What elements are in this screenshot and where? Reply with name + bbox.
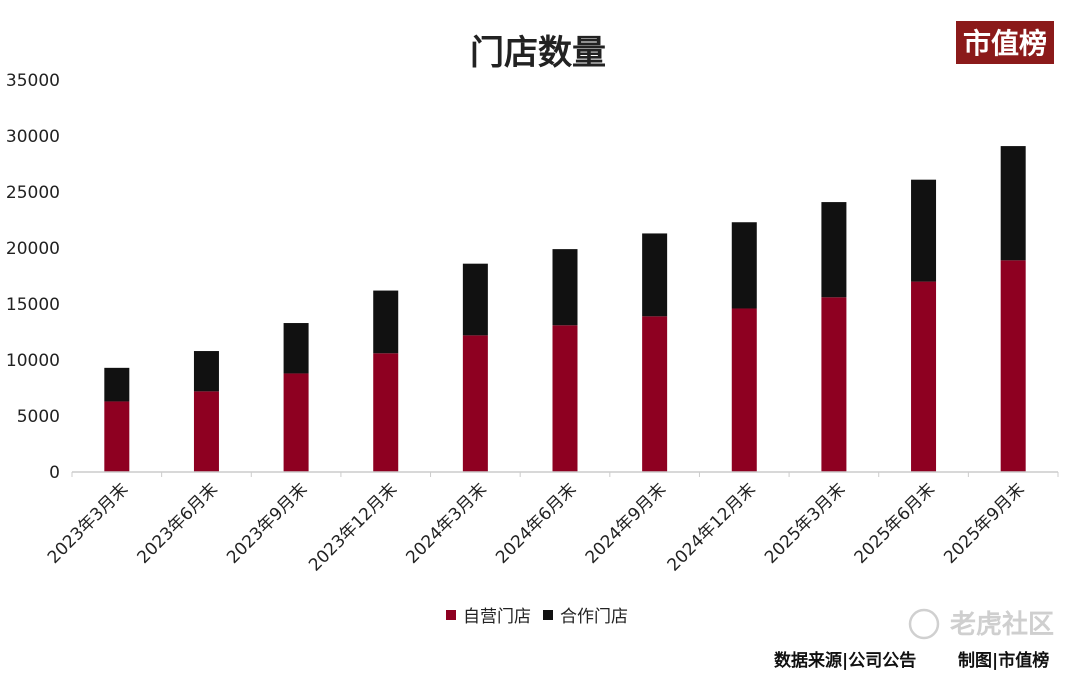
bar-self-operated-6 [552, 325, 578, 472]
legend: 自营门店 合作门店 [446, 607, 628, 627]
legend-swatch-2 [543, 610, 553, 620]
bars [104, 146, 1026, 472]
x-tick-label: 2024年3月末 [402, 479, 490, 567]
logo: 市值榜 [956, 21, 1054, 64]
x-tick-label: 2023年9月末 [223, 479, 311, 567]
watermark: 老虎社区 [908, 608, 1054, 640]
x-tick-label: 2023年12月末 [305, 479, 401, 575]
logo-text: 市值榜 [963, 27, 1047, 60]
bar-self-operated-3 [283, 373, 309, 472]
x-tick-label: 2025年3月末 [761, 479, 849, 567]
x-tick-label: 2024年9月末 [582, 479, 670, 567]
y-tick-label: 5000 [17, 407, 60, 427]
x-tick-label: 2024年12月末 [664, 479, 760, 575]
bar-partner-10 [911, 179, 937, 282]
chart-title: 门店数量 [470, 33, 606, 73]
bar-partner-1 [104, 367, 130, 402]
y-tick-label: 15000 [6, 295, 60, 315]
x-tick-label: 2023年6月末 [134, 479, 222, 567]
bar-self-operated-5 [462, 335, 488, 472]
bar-partner-7 [642, 233, 668, 317]
legend-label-2: 合作门店 [560, 607, 628, 627]
bar-self-operated-8 [731, 308, 757, 472]
bar-partner-2 [193, 351, 219, 392]
made-by-text: 制图|市值榜 [958, 650, 1049, 671]
bar-partner-5 [462, 263, 488, 336]
y-tick-label: 10000 [6, 351, 60, 371]
y-axis: 0 5000 10000 15000 20000 25000 30000 35000 [6, 71, 60, 483]
legend-swatch-1 [446, 610, 456, 620]
y-tick-label: 20000 [6, 239, 60, 259]
bar-self-operated-11 [1000, 260, 1026, 472]
x-tick-label: 2024年6月末 [492, 479, 580, 567]
bar-self-operated-1 [104, 401, 130, 472]
x-tick-label: 2025年9月末 [940, 479, 1028, 567]
watermark-text: 老虎社区 [950, 609, 1054, 640]
bar-partner-4 [373, 290, 399, 354]
y-tick-label: 25000 [6, 183, 60, 203]
x-tick-label: 2023年3月末 [44, 479, 132, 567]
legend-label-1: 自营门店 [463, 607, 531, 627]
source-text: 数据来源|公司公告 [774, 650, 916, 671]
y-tick-label: 0 [49, 463, 60, 483]
y-tick-label: 30000 [6, 127, 60, 147]
logo-background [956, 21, 1054, 64]
bar-partner-11 [1000, 146, 1026, 261]
bar-self-operated-4 [373, 353, 399, 472]
bar-partner-6 [552, 249, 578, 326]
bar-partner-9 [821, 202, 847, 298]
bar-partner-3 [283, 323, 309, 374]
tiger-icon [908, 608, 940, 640]
bar-self-operated-9 [821, 297, 847, 472]
bar-self-operated-2 [193, 391, 219, 472]
bar-self-operated-7 [642, 316, 668, 472]
y-tick-label: 35000 [6, 71, 60, 91]
x-tick-label: 2025年6月末 [851, 479, 939, 567]
bar-partner-8 [731, 222, 757, 309]
bar-self-operated-10 [911, 281, 937, 472]
